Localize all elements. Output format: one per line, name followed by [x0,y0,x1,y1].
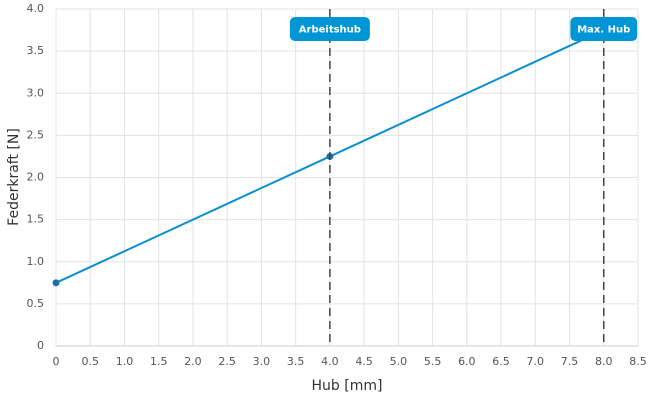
x-tick-label: 4.0 [321,355,339,368]
x-tick-label: 5.0 [390,355,408,368]
x-tick-label: 7.5 [561,355,579,368]
x-tick-label: 3.5 [287,355,305,368]
y-tick-label: 4.0 [27,2,45,15]
marker-badge [570,17,638,41]
y-tick-label: 3.0 [27,86,45,99]
y-tick-label: 2.0 [27,171,45,184]
y-tick-label: 0 [37,339,44,352]
x-tick-label: 8.0 [595,355,613,368]
x-tick-label: 5.5 [424,355,442,368]
data-point [52,279,60,287]
y-tick-label: 1.0 [27,255,45,268]
y-tick-label: 0.5 [27,297,45,310]
marker-label: Max. Hub [577,25,630,36]
x-tick-label: 0.5 [81,355,99,368]
x-tick-label: 7.0 [527,355,545,368]
x-tick-label: 1.5 [150,355,168,368]
y-tick-label: 1.5 [27,213,45,226]
y-tick-label: 3.5 [27,44,45,57]
x-tick-label: 1.0 [116,355,134,368]
x-tick-label: 0 [53,355,60,368]
x-axis-title: Hub [mm] [312,378,383,394]
x-tick-label: 2.0 [184,355,202,368]
x-tick-label: 4.5 [355,355,373,368]
x-tick-label: 6.5 [492,355,510,368]
x-tick-label: 3.0 [253,355,271,368]
x-tick-label: 8.5 [629,355,647,368]
marker-label: Arbeitshub [299,25,361,36]
marker-badge [289,17,370,41]
y-tick-label: 2.5 [27,128,45,141]
x-tick-label: 6.0 [458,355,476,368]
x-tick-label: 2.5 [218,355,236,368]
y-axis-title: Federkraft [N] [6,128,22,226]
